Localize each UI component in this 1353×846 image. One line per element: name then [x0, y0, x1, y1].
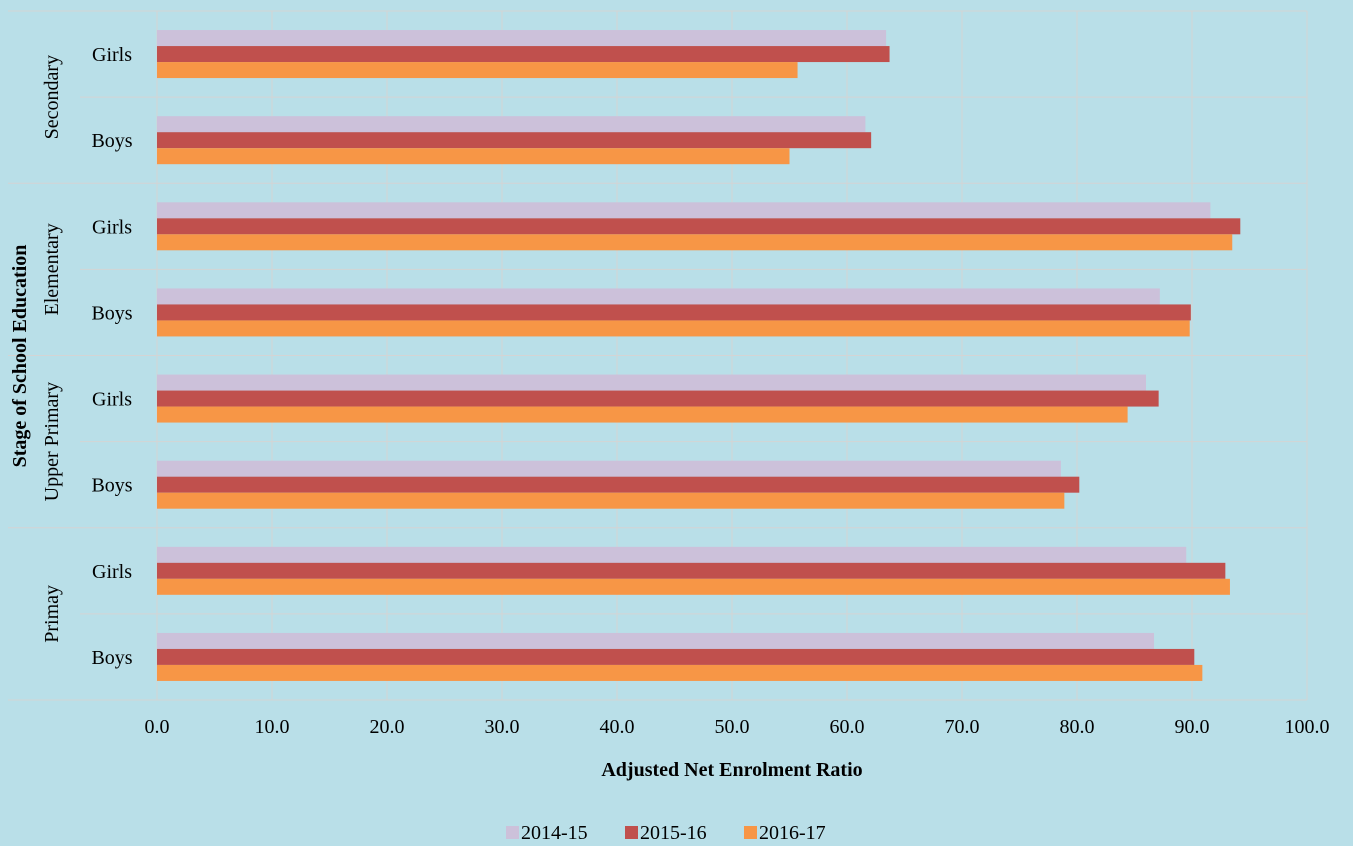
bar-secondary-girls-2015-16 [157, 46, 890, 63]
bar-secondary-boys-2015-16 [157, 132, 872, 149]
category-label: Girls [92, 389, 132, 411]
y-axis-title: Stage of School Education [9, 245, 31, 468]
bar-elementary-girls-2014-15 [157, 202, 1211, 219]
bar-primay-boys-2016-17 [157, 664, 1203, 681]
bar-secondary-boys-2014-15 [157, 116, 866, 133]
x-tick-label: 90.0 [1175, 716, 1210, 738]
x-tick-label: 20.0 [370, 716, 405, 738]
category-label: Boys [91, 647, 132, 669]
bar-upper-primary-girls-2016-17 [157, 406, 1128, 423]
bar-secondary-girls-2016-17 [157, 62, 798, 79]
x-tick-label: 80.0 [1060, 716, 1095, 738]
bar-secondary-boys-2016-17 [157, 148, 790, 165]
bar-primay-boys-2015-16 [157, 648, 1195, 665]
x-tick-label: 10.0 [255, 716, 290, 738]
bar-upper-primary-boys-2015-16 [157, 476, 1080, 493]
group-label: Secondary [41, 55, 63, 139]
bar-elementary-girls-2015-16 [157, 218, 1241, 235]
x-tick-label: 30.0 [485, 716, 520, 738]
bars-layer [157, 30, 1241, 681]
category-label: Girls [92, 44, 132, 66]
legend-swatch [744, 826, 757, 839]
x-tick-label: 100.0 [1285, 716, 1330, 738]
x-tick-label: 50.0 [715, 716, 750, 738]
legend-label: 2014-15 [521, 822, 588, 844]
bar-upper-primary-girls-2015-16 [157, 390, 1159, 407]
bar-upper-primary-boys-2016-17 [157, 492, 1065, 509]
bar-upper-primary-girls-2014-15 [157, 374, 1146, 391]
bar-elementary-boys-2015-16 [157, 304, 1191, 321]
x-tick-label: 70.0 [945, 716, 980, 738]
bar-primay-boys-2014-15 [157, 632, 1155, 649]
category-label: Boys [91, 302, 132, 324]
category-label: Girls [92, 561, 132, 583]
group-labels: Primay Upper Primary Elementary Secondary [41, 55, 63, 643]
legend: 2014-15 2015-16 2016-17 [506, 822, 826, 844]
bar-upper-primary-boys-2014-15 [157, 460, 1061, 477]
bar-primay-girls-2016-17 [157, 578, 1230, 595]
bar-elementary-boys-2016-17 [157, 320, 1190, 337]
category-label: Boys [91, 475, 132, 497]
x-tick-label: 40.0 [600, 716, 635, 738]
bar-elementary-boys-2014-15 [157, 288, 1160, 305]
group-label: Elementary [41, 223, 63, 315]
grid-layer [8, 10, 1308, 701]
category-label: Girls [92, 216, 132, 238]
bar-primay-girls-2014-15 [157, 546, 1187, 563]
x-axis-title: Adjusted Net Enrolment Ratio [601, 759, 862, 781]
x-tick-labels: 0.0 10.0 20.0 30.0 40.0 50.0 60.0 70.0 80.0 90.0 1… [145, 716, 1330, 738]
legend-label: 2016-17 [759, 822, 826, 844]
legend-swatch [625, 826, 638, 839]
bar-primay-girls-2015-16 [157, 562, 1226, 579]
bar-secondary-girls-2014-15 [157, 30, 887, 47]
x-tick-label: 60.0 [830, 716, 865, 738]
group-label: Primay [41, 585, 63, 643]
x-tick-label: 0.0 [145, 716, 170, 738]
legend-swatch [506, 826, 519, 839]
bar-elementary-girls-2016-17 [157, 234, 1233, 251]
category-labels: Boys Girls Boys Girls Boys Girls Boys Girls [91, 44, 132, 669]
category-label: Boys [91, 130, 132, 152]
group-label: Upper Primary [41, 382, 63, 501]
legend-label: 2015-16 [640, 822, 707, 844]
